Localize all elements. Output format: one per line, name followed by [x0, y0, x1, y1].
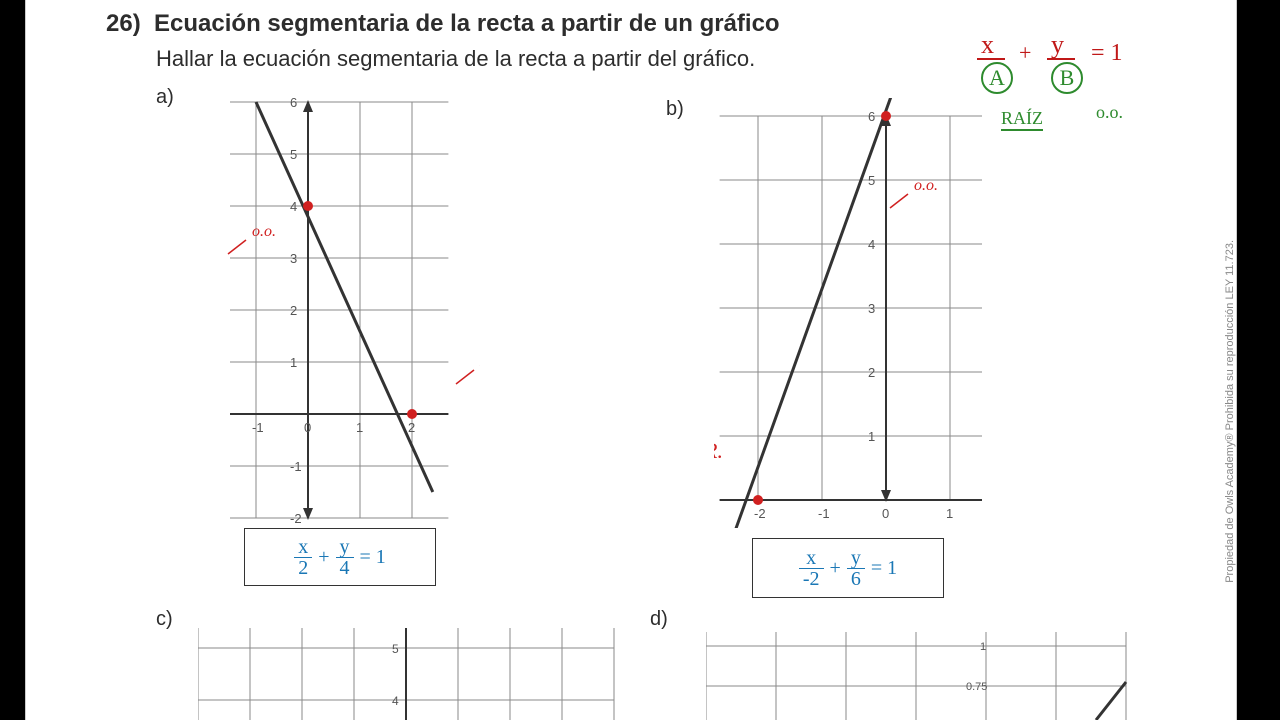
svg-text:0: 0 — [882, 506, 889, 521]
svg-text:5: 5 — [392, 642, 399, 656]
part-a-label: a) — [156, 86, 174, 109]
svg-text:4: 4 — [868, 237, 875, 252]
svg-text:0: 0 — [304, 420, 311, 435]
part-d-label: d) — [650, 608, 668, 631]
svg-text:2: 2 — [408, 420, 415, 435]
svg-text:o.o.: o.o. — [914, 177, 938, 194]
problem-heading: 26) Ecuación segmentaria de la recta a p… — [106, 10, 780, 38]
svg-text:0.75: 0.75 — [966, 681, 987, 693]
answer-box-b: x-2 + y6 = 1 — [752, 538, 944, 598]
graph-c: 54 — [198, 628, 628, 720]
graph-b: -2 -1 0 1 1 2 3 4 5 6 o.o. R. — [714, 98, 994, 528]
svg-text:1: 1 — [868, 429, 875, 444]
svg-text:-2: -2 — [754, 506, 766, 521]
svg-text:o.o.: o.o. — [252, 223, 276, 240]
svg-text:R.: R. — [479, 346, 480, 371]
worksheet-page: 26) Ecuación segmentaria de la recta a p… — [26, 0, 1236, 720]
svg-text:1: 1 — [980, 641, 986, 653]
svg-text:2: 2 — [868, 365, 875, 380]
graph-a: -1 0 1 2 -2 -1 1 2 3 4 5 6 o.o. R. — [210, 86, 480, 526]
formula-annotation: xA+yB= 1RAÍZo.o. — [981, 30, 1151, 150]
svg-text:2: 2 — [290, 303, 297, 318]
part-c-label: c) — [156, 608, 173, 631]
svg-text:1: 1 — [290, 355, 297, 370]
graph-d: 10.75 — [706, 632, 1146, 720]
svg-text:3: 3 — [868, 301, 875, 316]
svg-text:6: 6 — [868, 109, 875, 124]
svg-text:4: 4 — [392, 694, 399, 708]
part-b-label: b) — [666, 98, 684, 121]
svg-text:4: 4 — [290, 199, 297, 214]
svg-text:R.: R. — [714, 438, 723, 463]
svg-text:1: 1 — [356, 420, 363, 435]
svg-text:1: 1 — [946, 506, 953, 521]
svg-text:5: 5 — [290, 147, 297, 162]
problem-subtitle: Hallar la ecuación segmentaria de la rec… — [156, 46, 755, 72]
svg-text:-2: -2 — [290, 511, 302, 526]
problem-number: 26) — [106, 10, 141, 37]
svg-text:-1: -1 — [290, 459, 302, 474]
svg-text:6: 6 — [290, 95, 297, 110]
svg-text:3: 3 — [290, 251, 297, 266]
problem-title: Ecuación segmentaria de la recta a parti… — [154, 10, 780, 37]
svg-text:-1: -1 — [818, 506, 830, 521]
svg-text:5: 5 — [868, 173, 875, 188]
svg-text:-1: -1 — [252, 420, 264, 435]
answer-box-a: x2 + y4 = 1 — [244, 528, 436, 586]
copyright-text: Propiedad de Owls Academy® Prohibida su … — [1224, 240, 1236, 583]
